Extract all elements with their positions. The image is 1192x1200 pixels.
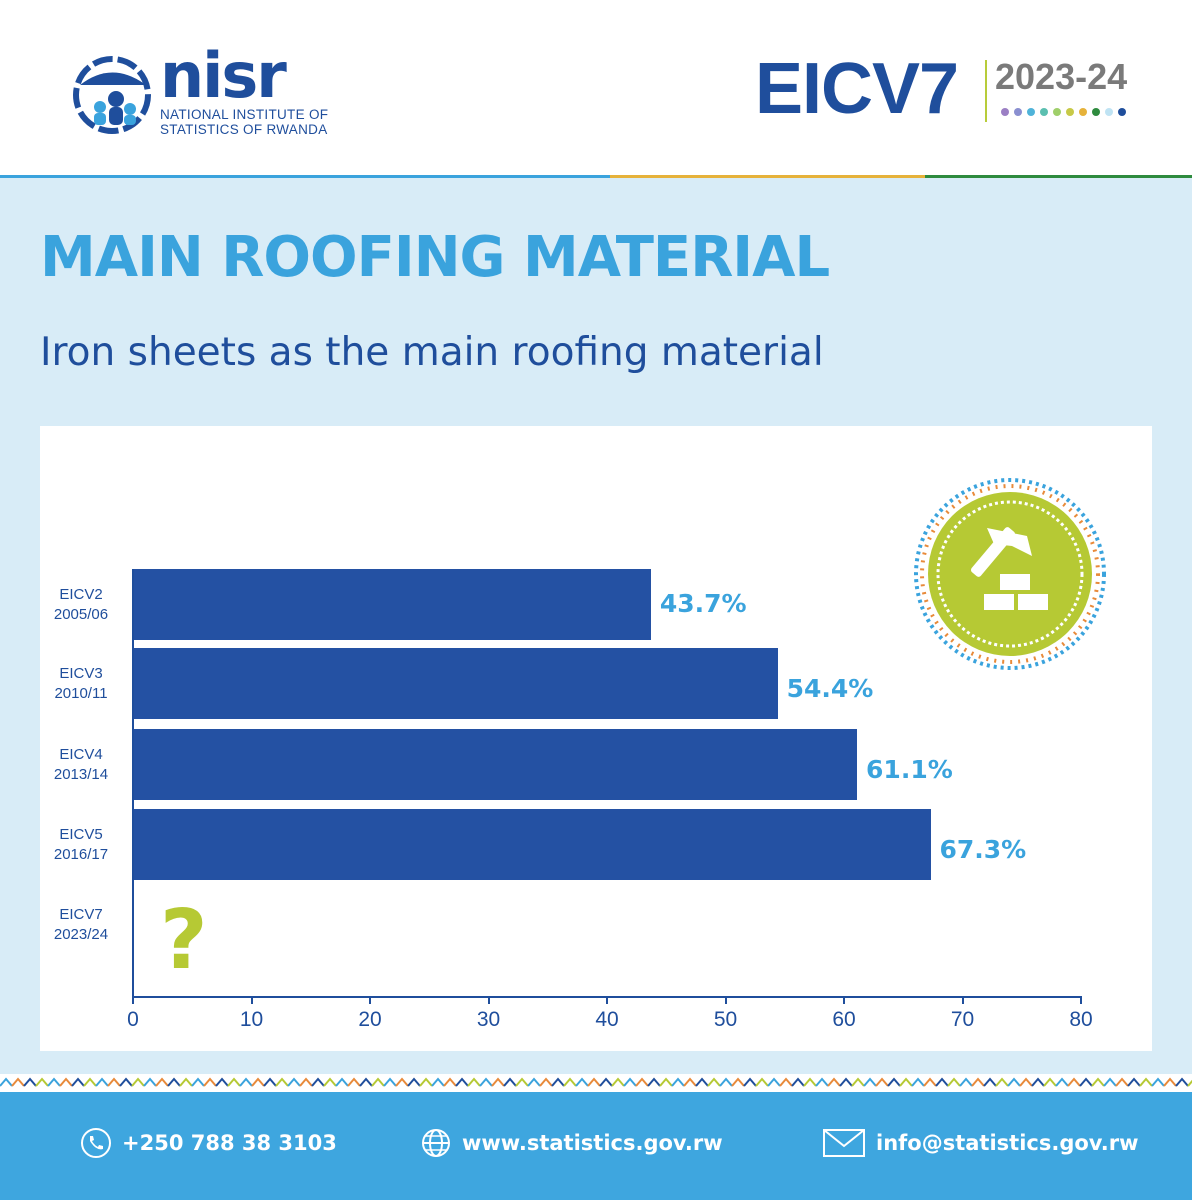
data-label: 67.3%: [939, 834, 1027, 864]
x-tick-label: 10: [239, 1008, 264, 1031]
survey-divider: [985, 60, 987, 122]
footer: [0, 1092, 1192, 1200]
x-tick-mark: [606, 996, 608, 1004]
x-tick-mark: [487, 996, 490, 1004]
logo-sub-line1: NATIONAL INSTITUTE OF: [160, 107, 329, 122]
x-tick-label: 20: [358, 1008, 382, 1031]
color-dot: [1053, 108, 1061, 116]
y-tick-label: EICV5 2016/17: [41, 825, 121, 865]
color-dot: [1105, 108, 1113, 116]
email-text: info@statistics.gov.rw: [876, 1131, 1139, 1155]
x-tick-label: 0: [127, 1008, 139, 1031]
color-dot: [1027, 108, 1035, 116]
color-dot: [1118, 108, 1126, 116]
page-title: MAIN ROOFING MATERIAL: [40, 225, 830, 290]
footer-phone[interactable]: +250 788 38 3103: [80, 1126, 337, 1160]
y-tick-line2: 2013/14: [53, 765, 109, 783]
x-tick-label: 80: [1069, 1008, 1093, 1031]
x-tick-label: 60: [832, 1008, 856, 1031]
y-tick-label: EICV3 2010/11: [41, 664, 121, 704]
nisr-logo: nisr NATIONAL INSTITUTE OF STATISTICS OF…: [72, 39, 352, 150]
y-axis-line: [132, 569, 134, 997]
y-tick-line1: EICV4: [59, 745, 103, 763]
y-tick-line1: EICV5: [59, 825, 103, 843]
data-label: 43.7%: [659, 588, 747, 618]
survey-brand: EICV7 2023-24: [755, 49, 1155, 132]
x-tick-mark: [369, 996, 371, 1004]
y-tick-label: EICV2 2005/06: [41, 585, 121, 625]
question-mark: ?: [160, 893, 208, 988]
header: nisr NATIONAL INSTITUTE OF STATISTICS OF…: [0, 0, 1192, 175]
x-tick-label: 40: [595, 1008, 619, 1031]
website-text: www.statistics.gov.rw: [462, 1131, 723, 1155]
logo-sub-line2: STATISTICS OF RWANDA: [160, 122, 328, 137]
envelope-icon: [823, 1129, 865, 1157]
color-dots: [1001, 108, 1126, 116]
logo-subtitle: NATIONAL INSTITUTE OF STATISTICS OF RWAN…: [160, 107, 328, 137]
page-subtitle: Iron sheets as the main roofing material: [40, 330, 824, 375]
survey-name: EICV7: [755, 49, 959, 129]
survey-years: 2023-24: [995, 56, 1128, 97]
header-rule-blue: [0, 175, 610, 178]
x-tick-mark: [1080, 996, 1082, 1004]
color-dot: [1001, 108, 1009, 116]
color-dot: [1014, 108, 1022, 116]
bar: [133, 648, 778, 719]
decorative-pattern-band: [0, 1074, 1192, 1092]
y-tick-line2: 2010/11: [54, 684, 108, 702]
phone-icon: [81, 1128, 111, 1158]
footer-email[interactable]: info@statistics.gov.rw: [822, 1126, 1139, 1160]
y-tick-line2: 2005/06: [53, 605, 109, 623]
color-dot: [1079, 108, 1087, 116]
data-label: 61.1%: [866, 754, 953, 784]
color-dot: [1092, 108, 1100, 116]
pattern-strip: [0, 1077, 1192, 1087]
x-tick-label: 70: [950, 1008, 975, 1031]
phone-text: +250 788 38 3103: [122, 1131, 337, 1155]
x-tick-mark: [961, 996, 964, 1004]
y-tick-line1: EICV7: [59, 905, 103, 923]
bar: [133, 809, 931, 880]
x-tick-mark: [250, 996, 253, 1004]
y-tick-line2: 2023/24: [53, 925, 109, 943]
y-tick-line1: EICV3: [59, 664, 103, 682]
y-tick-line1: EICV2: [59, 585, 103, 603]
y-tick-label: EICV7 2023/24: [41, 905, 121, 945]
x-tick-mark: [724, 996, 727, 1004]
data-label: 54.4%: [786, 673, 874, 703]
footer-website[interactable]: www.statistics.gov.rw: [420, 1126, 723, 1160]
x-tick-mark: [132, 996, 134, 1004]
logo-wordmark: nisr: [160, 39, 287, 112]
bar: [133, 729, 858, 800]
color-dot: [1040, 108, 1048, 116]
hammer-bricks-icon: [914, 478, 1106, 670]
header-rule-green: [925, 175, 1192, 178]
x-tick-mark: [843, 996, 845, 1004]
header-rule-yellow: [610, 175, 925, 178]
y-tick-line2: 2016/17: [53, 845, 109, 863]
y-tick-label: EICV4 2013/14: [41, 745, 121, 785]
bar: [133, 569, 651, 640]
x-tick-label: 50: [713, 1008, 738, 1031]
x-tick-label: 30: [476, 1008, 501, 1031]
color-dot: [1066, 108, 1074, 116]
globe-icon: [422, 1129, 450, 1157]
nisr-globe-icon: [73, 56, 151, 134]
